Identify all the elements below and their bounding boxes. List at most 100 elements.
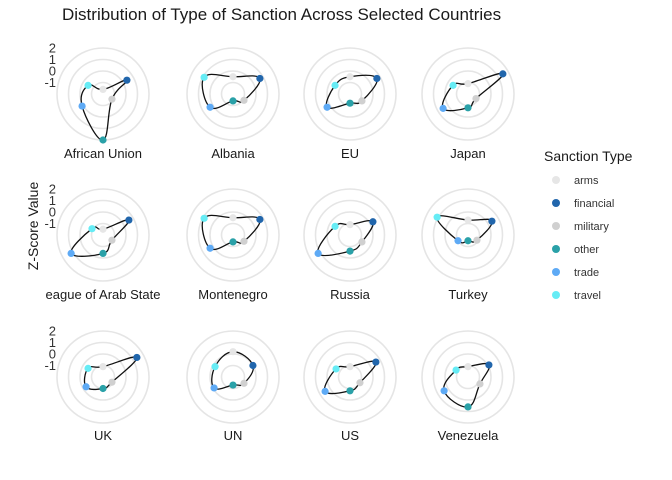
point-travel — [433, 213, 441, 221]
legend-label: arms — [574, 175, 599, 187]
grid-ring — [421, 330, 515, 424]
facet-label: Montenegro — [198, 287, 267, 302]
grid-ring — [186, 47, 280, 141]
point-travel — [200, 73, 208, 81]
point-military — [358, 97, 366, 105]
point-financial — [256, 215, 264, 224]
legend: Sanction Type arms financial military other… — [544, 148, 633, 302]
grid-ring — [56, 188, 150, 282]
grid-ring — [421, 188, 515, 282]
facet-label: African Union — [64, 146, 142, 161]
grid-ring — [326, 70, 374, 118]
point-travel — [84, 364, 92, 372]
point-arms — [346, 73, 354, 81]
point-military — [473, 236, 481, 244]
grid-ring — [186, 330, 280, 424]
grid-ring — [197, 341, 269, 413]
facet-label: Turkey — [448, 287, 488, 302]
legend-swatch — [552, 199, 560, 207]
series-line — [317, 219, 374, 257]
point-other — [229, 381, 237, 389]
point-other — [346, 99, 354, 107]
grid-ring — [220, 81, 246, 107]
facet-label: US — [341, 428, 359, 443]
point-military — [356, 379, 364, 387]
legend-swatch — [552, 268, 560, 276]
panel-uk: 210-1 UK — [44, 324, 150, 443]
point-other — [346, 247, 354, 255]
point-trade — [314, 249, 322, 257]
grid-ring — [90, 222, 116, 248]
grid-ring — [67, 199, 139, 271]
point-other — [99, 136, 107, 144]
point-financial — [488, 217, 496, 225]
radial-tick-label: -1 — [44, 75, 56, 90]
point-financial — [485, 361, 493, 369]
legend-title: Sanction Type — [544, 148, 633, 164]
grid-ring — [220, 222, 246, 248]
legend-item-trade: trade — [552, 267, 599, 279]
legend-item-travel: travel — [552, 290, 601, 302]
grid-ring — [79, 211, 127, 259]
legend-item-other: other — [552, 244, 599, 256]
point-trade — [323, 103, 331, 111]
point-financial — [373, 74, 381, 83]
grid-ring — [314, 58, 386, 130]
point-financial — [123, 76, 131, 84]
grid-ring — [303, 47, 397, 141]
legend-label: travel — [574, 290, 601, 302]
facet-label: EU — [341, 146, 359, 161]
point-arms — [99, 225, 107, 233]
point-military — [240, 379, 248, 387]
facet-label: Russia — [330, 287, 371, 302]
point-military — [108, 95, 116, 103]
point-travel — [449, 81, 457, 89]
grid-ring — [444, 70, 492, 118]
point-travel — [331, 81, 339, 89]
panel-albania: Albania — [186, 47, 280, 161]
point-trade — [210, 384, 218, 392]
point-arms — [99, 85, 107, 93]
panel-turkey: Turkey — [421, 188, 515, 302]
point-travel — [452, 366, 460, 374]
legend-item-arms: arms — [552, 175, 599, 187]
radial-tick-label: 0 — [49, 347, 56, 362]
point-other — [229, 97, 237, 105]
panel-african-union: 210-1 African Union — [44, 41, 150, 161]
grid-ring — [56, 47, 150, 141]
point-trade — [67, 249, 75, 257]
radial-tick-label: 2 — [49, 41, 56, 56]
point-financial — [249, 361, 257, 370]
point-trade — [206, 244, 214, 252]
panel-russia: Russia — [303, 188, 397, 302]
point-travel — [88, 225, 96, 233]
grid-ring — [432, 199, 504, 271]
point-financial — [256, 74, 264, 83]
grid-ring — [197, 199, 269, 271]
point-military — [108, 236, 116, 244]
point-financial — [372, 358, 380, 366]
panel-us: US — [303, 330, 397, 443]
point-trade — [78, 102, 86, 110]
radial-tick-label: -1 — [44, 358, 56, 373]
point-trade — [321, 387, 329, 395]
point-financial — [125, 216, 133, 224]
grid-ring — [67, 58, 139, 130]
point-military — [358, 238, 366, 246]
point-other — [464, 403, 472, 411]
grid-ring — [67, 341, 139, 413]
legend-swatch — [552, 245, 560, 253]
grid-ring — [79, 353, 127, 401]
radial-tick-label: 1 — [49, 335, 56, 350]
point-travel — [200, 214, 208, 222]
panel-eu: EU — [303, 47, 397, 161]
facet-label: eague of Arab State — [46, 287, 161, 302]
point-other — [99, 249, 107, 257]
grid-ring — [314, 199, 386, 271]
grid-ring — [326, 353, 374, 401]
point-arms — [464, 80, 472, 88]
facet-label: UK — [94, 428, 112, 443]
grid-ring — [303, 188, 397, 282]
point-travel — [331, 222, 339, 230]
legend-label: other — [574, 244, 599, 256]
